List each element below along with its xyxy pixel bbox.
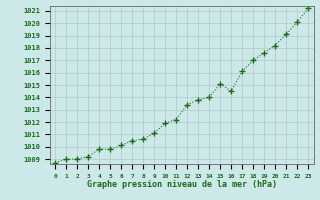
X-axis label: Graphe pression niveau de la mer (hPa): Graphe pression niveau de la mer (hPa): [87, 180, 276, 189]
